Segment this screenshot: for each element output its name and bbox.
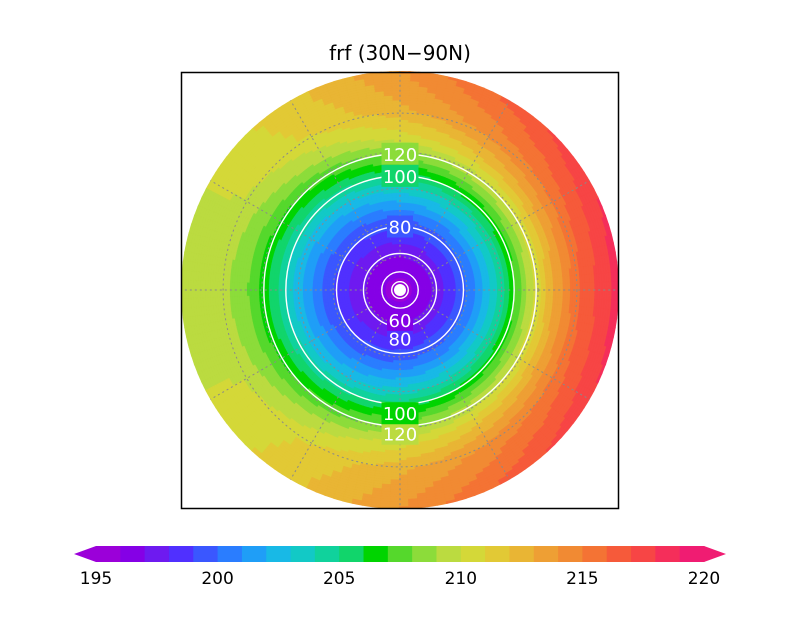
filled-field [181,71,619,509]
chart-title: frf (30N−90N) [329,41,471,65]
